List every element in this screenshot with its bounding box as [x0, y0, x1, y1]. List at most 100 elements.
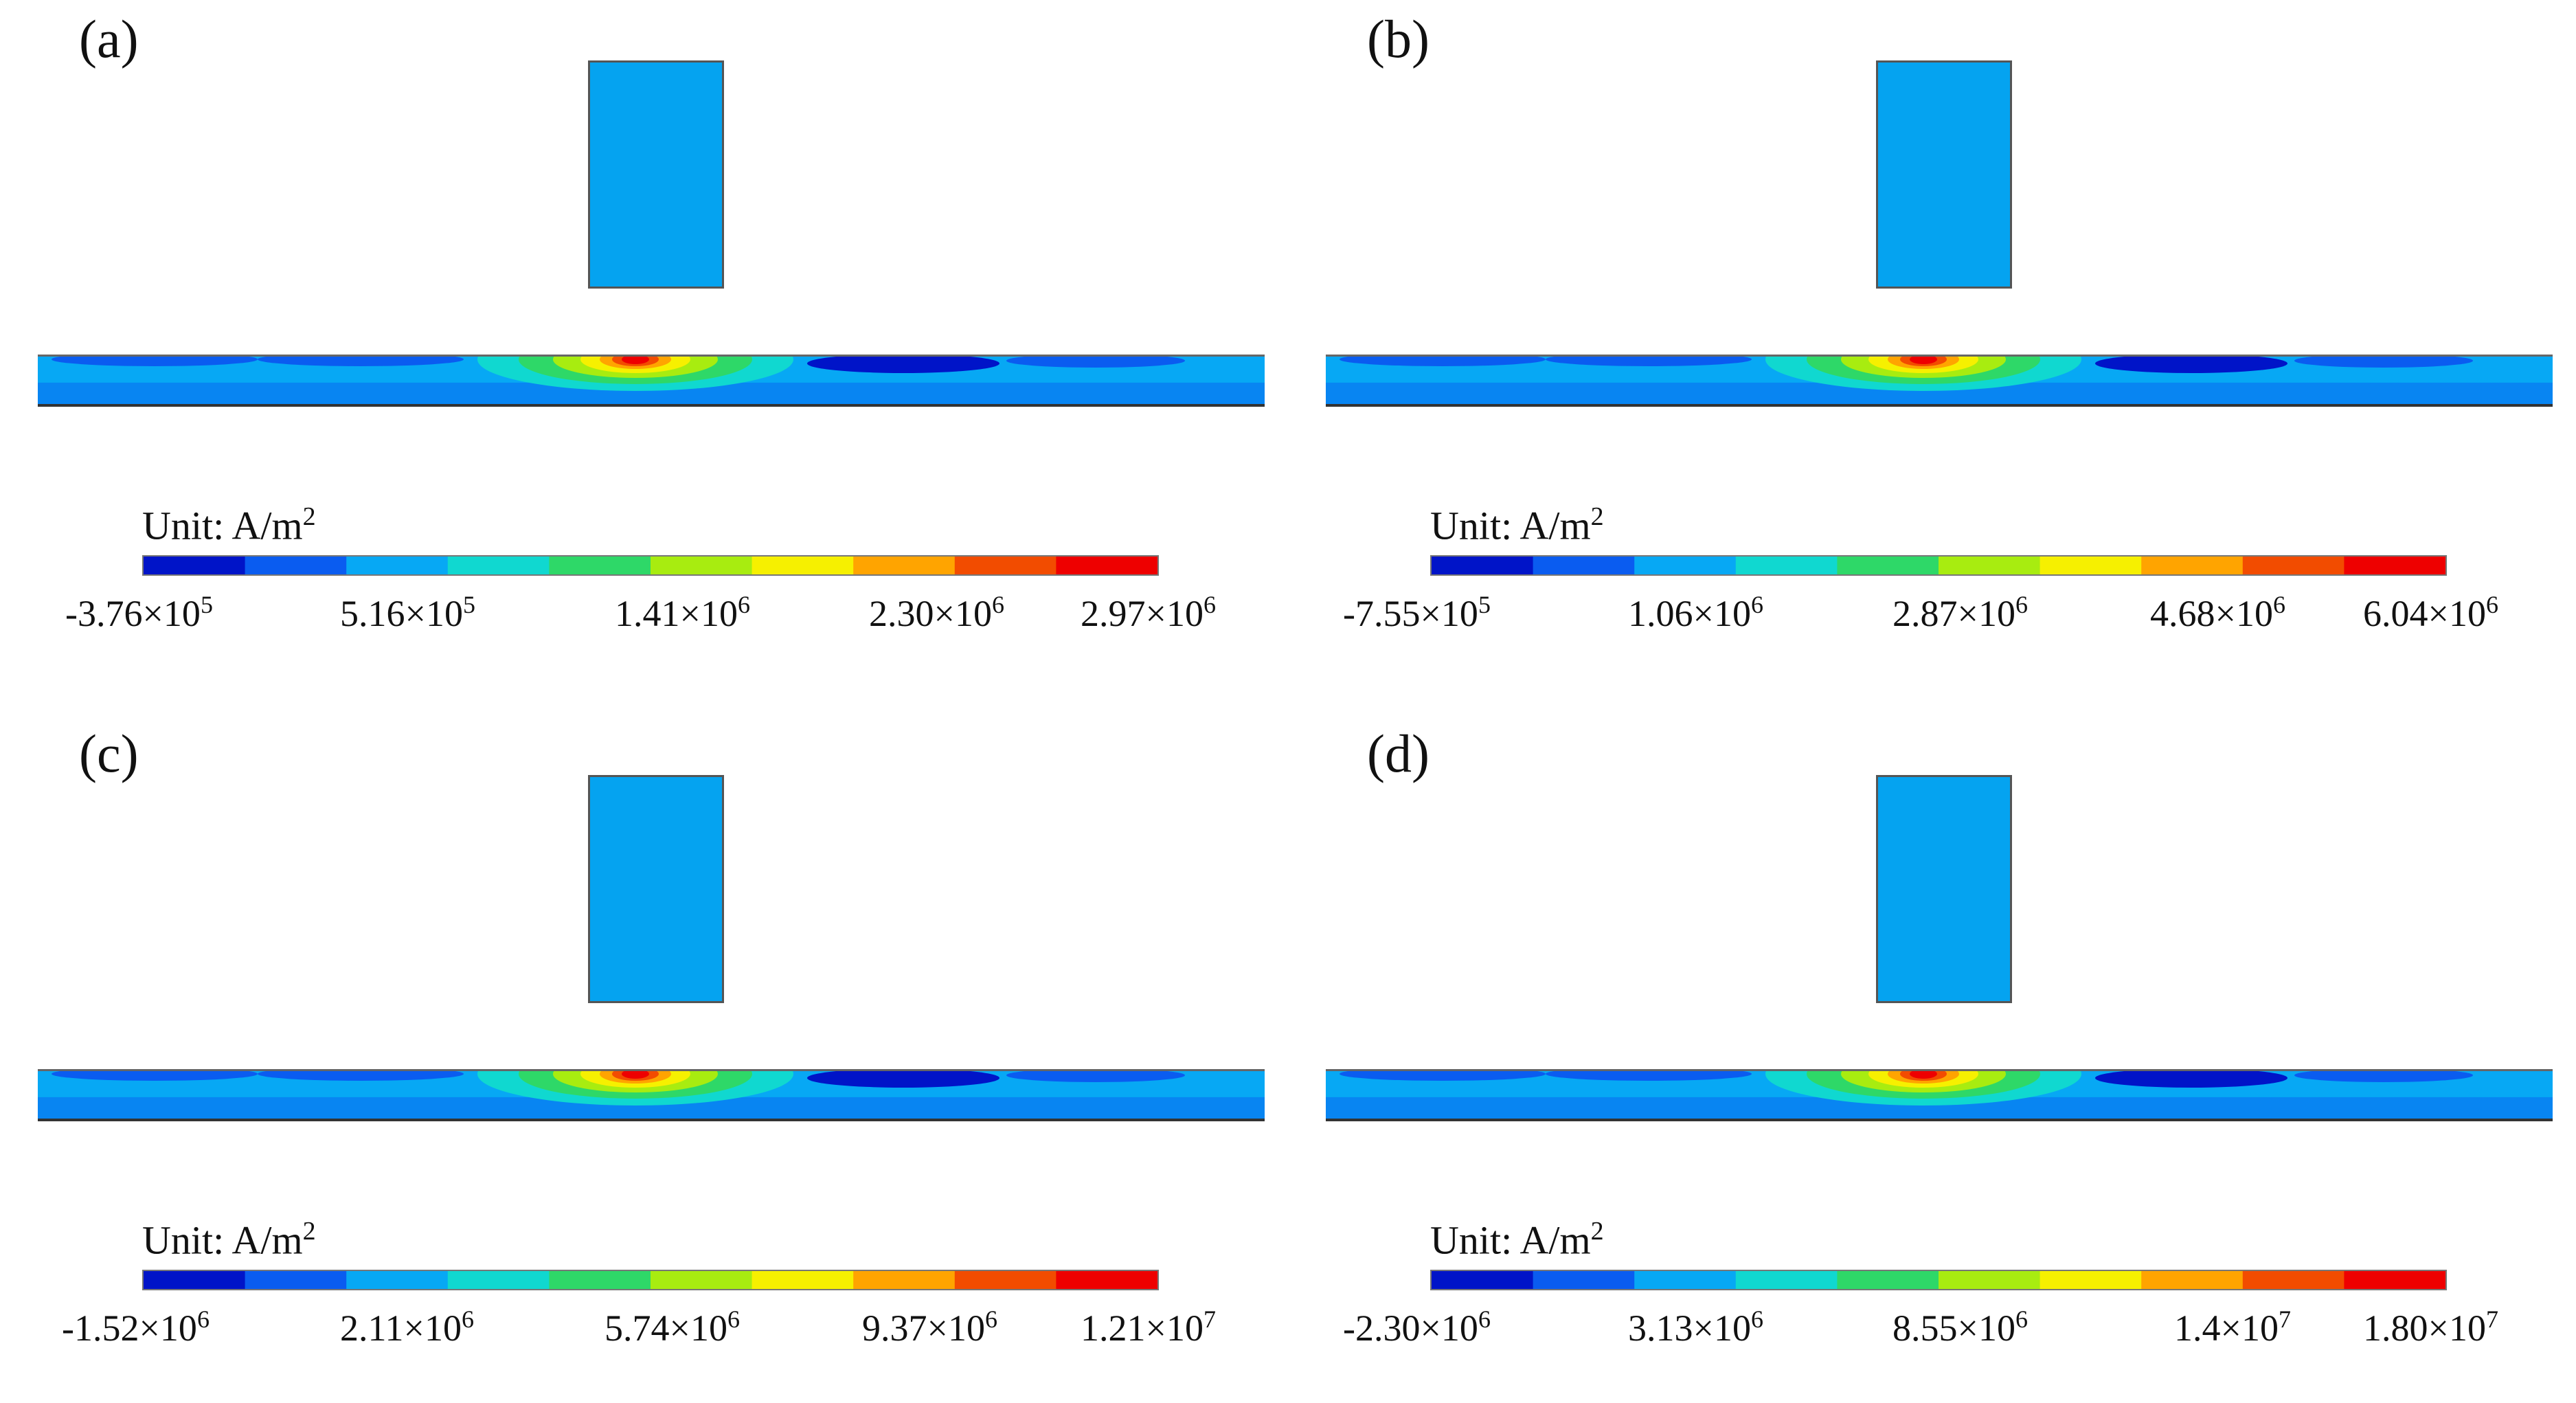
- panel-label: (b): [1367, 9, 1430, 69]
- contour-low-region: [1340, 1071, 1546, 1081]
- colorbar-tick: 8.55×106: [1893, 1305, 2028, 1349]
- colorbar-swatch: [1837, 557, 1939, 574]
- colorbar-swatch: [549, 1271, 651, 1289]
- contour-low-region: [807, 1071, 999, 1088]
- colorbar-tick: 6.04×106: [2363, 591, 2498, 634]
- colorbar-tick: 1.80×107: [2363, 1305, 2498, 1349]
- colorbar-swatch: [853, 557, 956, 574]
- colorbar-swatch: [346, 1271, 449, 1289]
- current-density-strip: [38, 355, 1265, 407]
- unit-label: Unit: A/m: [1430, 1217, 1591, 1263]
- colorbar-unit: Unit: A/m2: [1430, 504, 1604, 546]
- colorbar-swatch: [1056, 557, 1157, 574]
- colorbar-tick: -2.30×106: [1343, 1305, 1491, 1349]
- colorbar-tick: 5.74×106: [605, 1305, 740, 1349]
- colorbar-unit: Unit: A/m2: [142, 1218, 316, 1260]
- panel-b: (b) Unit: A/m2 -7.55×105 1.06×106 2.87×1…: [1288, 0, 2576, 688]
- colorbar-swatch: [144, 557, 246, 574]
- contour-low-region: [258, 1071, 464, 1081]
- colorbar-swatch: [1533, 1271, 1635, 1289]
- contour-low-region: [2095, 357, 2287, 373]
- colorbar-swatch: [954, 1271, 1057, 1289]
- contour-low-region: [1546, 1071, 1752, 1081]
- current-density-strip: [1326, 1069, 2553, 1121]
- colorbar-swatch: [2344, 557, 2445, 574]
- colorbar-graphic: [144, 1271, 1157, 1289]
- colorbar-swatch: [2040, 1271, 2142, 1289]
- contour-level: [1910, 357, 1937, 364]
- colorbar-unit: Unit: A/m2: [1430, 1218, 1604, 1260]
- contour-level: [622, 1071, 649, 1079]
- contour-low-region: [258, 357, 464, 366]
- colorbar-swatch: [651, 1271, 753, 1289]
- panel-a: (a) Unit: A/m2 -3.76×105 5.16×105 1.41×1…: [0, 0, 1288, 688]
- panel-c: (c) Unit: A/m2 -1.52×106 2.11×106 5.74×1…: [0, 715, 1288, 1403]
- contour-low-region: [1006, 357, 1185, 368]
- colorbar-swatch: [752, 557, 854, 574]
- electrode: [1876, 60, 2012, 289]
- colorbar-tick: -1.52×106: [62, 1305, 210, 1349]
- contour-graphic: [1326, 1071, 2553, 1119]
- colorbar-swatch: [1735, 557, 1838, 574]
- contour-low-region: [1006, 1071, 1185, 1082]
- colorbar-swatch: [1432, 1271, 1534, 1289]
- colorbar: [1430, 1270, 2447, 1290]
- colorbar: [142, 555, 1159, 576]
- colorbar-swatch: [954, 557, 1057, 574]
- unit-superscript: 2: [1590, 502, 1604, 531]
- contour-graphic: [1326, 357, 2553, 404]
- colorbar-swatch: [1939, 1271, 2041, 1289]
- colorbar-tick: 2.87×106: [1893, 591, 2028, 634]
- current-density-strip: [38, 1069, 1265, 1121]
- colorbar-swatch: [1939, 557, 2041, 574]
- contour-graphic: [38, 357, 1265, 404]
- colorbar-swatch: [2242, 557, 2345, 574]
- contour-low-region: [1546, 357, 1752, 366]
- unit-superscript: 2: [302, 502, 316, 531]
- unit-superscript: 2: [302, 1217, 316, 1246]
- colorbar-swatch: [1432, 557, 1534, 574]
- colorbar-tick: 2.11×106: [340, 1305, 474, 1349]
- colorbar-swatch: [245, 1271, 347, 1289]
- colorbar-graphic: [144, 557, 1157, 574]
- electrode: [1876, 775, 2012, 1003]
- colorbar-graphic: [1432, 1271, 2445, 1289]
- unit-label: Unit: A/m: [142, 1217, 303, 1263]
- colorbar-swatch: [2141, 557, 2244, 574]
- colorbar-tick: 3.13×106: [1628, 1305, 1763, 1349]
- colorbar-swatch: [447, 1271, 550, 1289]
- colorbar-swatch: [144, 1271, 246, 1289]
- colorbar-swatch: [245, 557, 347, 574]
- electrode: [588, 60, 724, 289]
- colorbar-tick: -3.76×105: [65, 591, 213, 634]
- colorbar-swatch: [2242, 1271, 2345, 1289]
- colorbar-graphic: [1432, 557, 2445, 574]
- colorbar-swatch: [752, 1271, 854, 1289]
- colorbar-swatch: [2141, 1271, 2244, 1289]
- colorbar-tick: 5.16×105: [340, 591, 475, 634]
- electrode: [588, 775, 724, 1003]
- colorbar-tick: 2.30×106: [869, 591, 1004, 634]
- unit-superscript: 2: [1590, 1217, 1604, 1246]
- contour-low-region: [52, 357, 258, 366]
- colorbar-tick: 1.06×106: [1628, 591, 1763, 634]
- colorbar-swatch: [2040, 557, 2142, 574]
- colorbar-swatch: [1634, 557, 1737, 574]
- colorbar-unit: Unit: A/m2: [142, 504, 316, 546]
- contour-low-region: [807, 357, 999, 373]
- contour-low-region: [2294, 1071, 2473, 1082]
- colorbar-tick: 1.21×107: [1081, 1305, 1216, 1349]
- contour-low-region: [52, 1071, 258, 1081]
- colorbar-tick: 2.97×106: [1081, 591, 1216, 634]
- contour-low-region: [1340, 357, 1546, 366]
- colorbar-swatch: [549, 557, 651, 574]
- colorbar-tick: 1.41×106: [615, 591, 750, 634]
- panel-d: (d) Unit: A/m2 -2.30×106 3.13×106 8.55×1…: [1288, 715, 2576, 1403]
- panel-label: (c): [79, 723, 139, 783]
- panel-label: (d): [1367, 723, 1430, 783]
- colorbar-swatch: [651, 557, 753, 574]
- colorbar: [142, 1270, 1159, 1290]
- colorbar-swatch: [1056, 1271, 1157, 1289]
- colorbar-tick: -7.55×105: [1343, 591, 1491, 634]
- colorbar: [1430, 555, 2447, 576]
